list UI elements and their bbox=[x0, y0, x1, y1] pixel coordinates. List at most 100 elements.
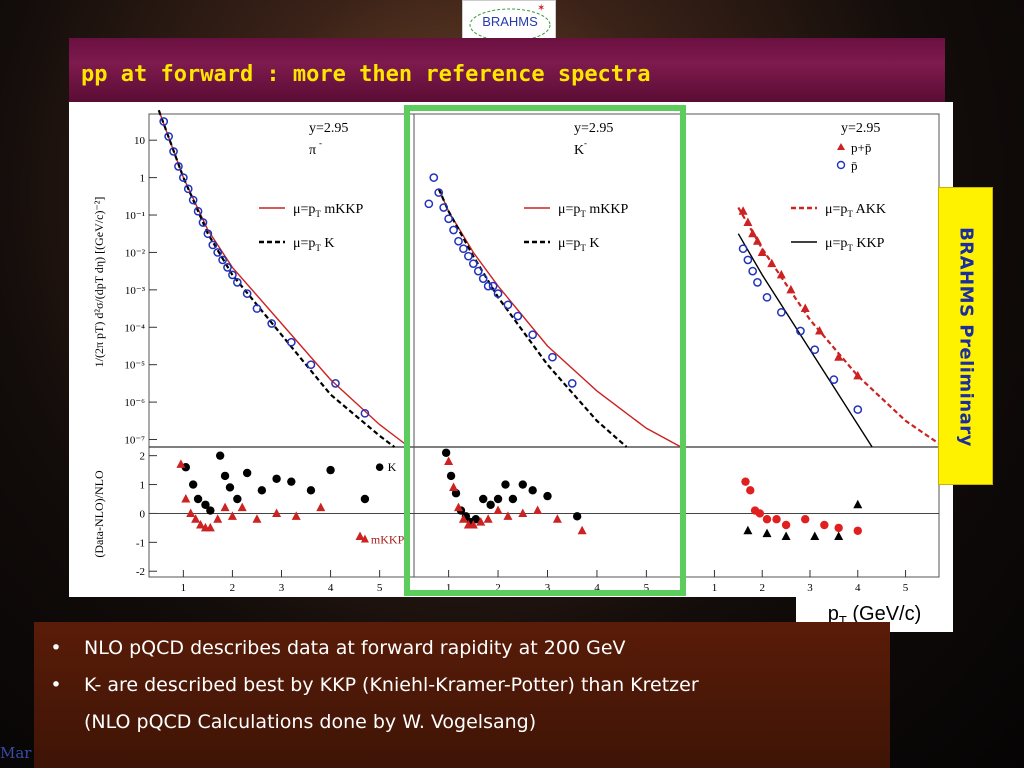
pion-data-point bbox=[174, 162, 183, 171]
ratio-k-point bbox=[518, 480, 527, 489]
panel-particle-charge: - bbox=[584, 138, 587, 148]
ratio-k-point bbox=[360, 494, 370, 504]
plot-frame bbox=[148, 113, 940, 578]
x-tick-label: 1 bbox=[181, 582, 187, 594]
ppbar-data-point bbox=[853, 370, 863, 380]
kaon-data-point bbox=[503, 300, 513, 310]
ratio-y-tick-label: 1 bbox=[140, 480, 146, 492]
ratio-k-point bbox=[486, 500, 495, 509]
kaon-data-point bbox=[488, 281, 498, 291]
panel-rapidity-label: y=2.95 bbox=[841, 121, 880, 136]
pion-data-point bbox=[188, 195, 198, 205]
ratio-mkkp-point bbox=[227, 511, 237, 520]
kaon-data-point bbox=[528, 330, 538, 340]
pion-data-point bbox=[218, 255, 227, 265]
ppbar-data-point bbox=[815, 326, 825, 335]
pion-data-point bbox=[232, 278, 242, 287]
panel-rapidity-label: y=2.95 bbox=[309, 121, 348, 136]
x-tick-label: 1 bbox=[446, 582, 452, 594]
pion-data-point bbox=[267, 319, 277, 328]
ratio-y-tick-label: 0 bbox=[140, 508, 146, 520]
x-axis-title-main: p bbox=[827, 603, 839, 625]
y-tick-label: 10⁻³ bbox=[125, 285, 146, 297]
ratio-red-point bbox=[762, 515, 772, 524]
panel-rapidity-label: y=2.95 bbox=[574, 121, 613, 136]
ppbar-data-point bbox=[752, 236, 762, 245]
summary-item: • K- are described best by KKP (Kniehl-Kr… bbox=[46, 667, 698, 704]
pion-data-point bbox=[252, 304, 262, 313]
ratio-k-point bbox=[287, 477, 296, 486]
ratio-mkkp-point bbox=[533, 505, 543, 515]
ratio-red-point bbox=[746, 486, 755, 495]
x-tick-label: 2 bbox=[759, 582, 765, 594]
pion-data-point bbox=[360, 408, 370, 418]
kaon-data-point bbox=[567, 379, 577, 388]
pbar-data-point bbox=[762, 292, 772, 302]
kaon-data-point bbox=[473, 266, 483, 276]
svg-text:✶: ✶ bbox=[537, 3, 545, 14]
ratio-mkkp-point bbox=[468, 520, 478, 529]
ratio-k-point bbox=[572, 512, 582, 521]
ratio-k-point bbox=[193, 494, 203, 504]
ratio-black-point bbox=[743, 525, 753, 535]
ratio-mkkp-point bbox=[237, 502, 247, 512]
ratio-mkkp-point bbox=[444, 456, 454, 465]
ratio-mkkp-point bbox=[186, 508, 196, 517]
x-tick-label: 1 bbox=[712, 582, 718, 594]
pion-data-point bbox=[169, 147, 178, 156]
ratio-mkkp-point bbox=[458, 514, 468, 523]
ratio-black-point bbox=[810, 531, 820, 541]
ratio-k-point bbox=[441, 448, 451, 457]
kaon-data-point bbox=[483, 281, 493, 291]
ratio-k-point bbox=[493, 494, 503, 504]
ratio-mkkp-point bbox=[483, 514, 493, 523]
y-tick-label: 10⁻⁶ bbox=[124, 397, 145, 409]
ratio-red-point bbox=[741, 477, 750, 486]
x-tick-label: 3 bbox=[545, 582, 551, 594]
ratio-red-point bbox=[772, 515, 781, 524]
ratio-mkkp-point bbox=[316, 502, 326, 512]
kaon-data-point bbox=[459, 244, 468, 254]
y-tick-label: 10⁻¹ bbox=[125, 210, 145, 222]
ratio-k-point bbox=[479, 494, 488, 504]
ppbar-data-point bbox=[757, 247, 767, 256]
ratio-red-point bbox=[755, 509, 765, 518]
mkkp-curve bbox=[438, 188, 682, 448]
ratio-k-point bbox=[501, 480, 510, 489]
ratio-k-point bbox=[326, 465, 335, 475]
kretzer-curve bbox=[157, 109, 396, 448]
ratio-mkkp-point bbox=[176, 459, 186, 468]
pbar-data-point bbox=[796, 326, 805, 336]
ratio-k-point bbox=[508, 494, 518, 504]
pbar-data-point bbox=[743, 255, 753, 265]
y-axis-label: 1/(2π pT) d²σ/(dpT dη) [(GeV/c)⁻²] bbox=[92, 197, 106, 368]
pion-data-point bbox=[159, 117, 169, 126]
ratio-mkkp-point bbox=[518, 508, 528, 517]
pion-data-point bbox=[306, 360, 316, 370]
ratio-mkkp-point bbox=[191, 514, 201, 523]
pion-data-point bbox=[164, 132, 173, 141]
ratio-k-point bbox=[220, 471, 230, 481]
pion-data-point bbox=[179, 173, 188, 182]
y-tick-label: 1 bbox=[140, 173, 146, 185]
ratio-legend-mkkp-label: mKKP bbox=[371, 532, 405, 546]
pbar-data-point bbox=[753, 278, 762, 287]
ratio-mkkp-point bbox=[220, 502, 230, 512]
legend-label: μ=pT K bbox=[293, 236, 335, 253]
ratio-black-point bbox=[853, 499, 863, 509]
legend-marker-triangle bbox=[837, 143, 845, 150]
pion-data-point bbox=[193, 206, 203, 216]
pion-data-point bbox=[203, 229, 213, 239]
pion-data-point bbox=[331, 379, 340, 388]
ratio-mkkp-point bbox=[577, 525, 587, 535]
ratio-red-point bbox=[853, 526, 862, 535]
footer-text: Mar bbox=[0, 744, 32, 762]
kaon-data-point bbox=[449, 225, 458, 235]
ratio-black-point bbox=[781, 531, 791, 541]
ratio-y-axis-label: (Data-NLO)/NLO bbox=[92, 470, 106, 558]
ratio-legend-k-label: K bbox=[388, 460, 397, 474]
ratio-mkkp-point bbox=[213, 514, 223, 523]
ratio-mkkp-point bbox=[552, 514, 562, 523]
akk-curve bbox=[737, 206, 945, 448]
ratio-mkkp-point bbox=[503, 511, 513, 520]
